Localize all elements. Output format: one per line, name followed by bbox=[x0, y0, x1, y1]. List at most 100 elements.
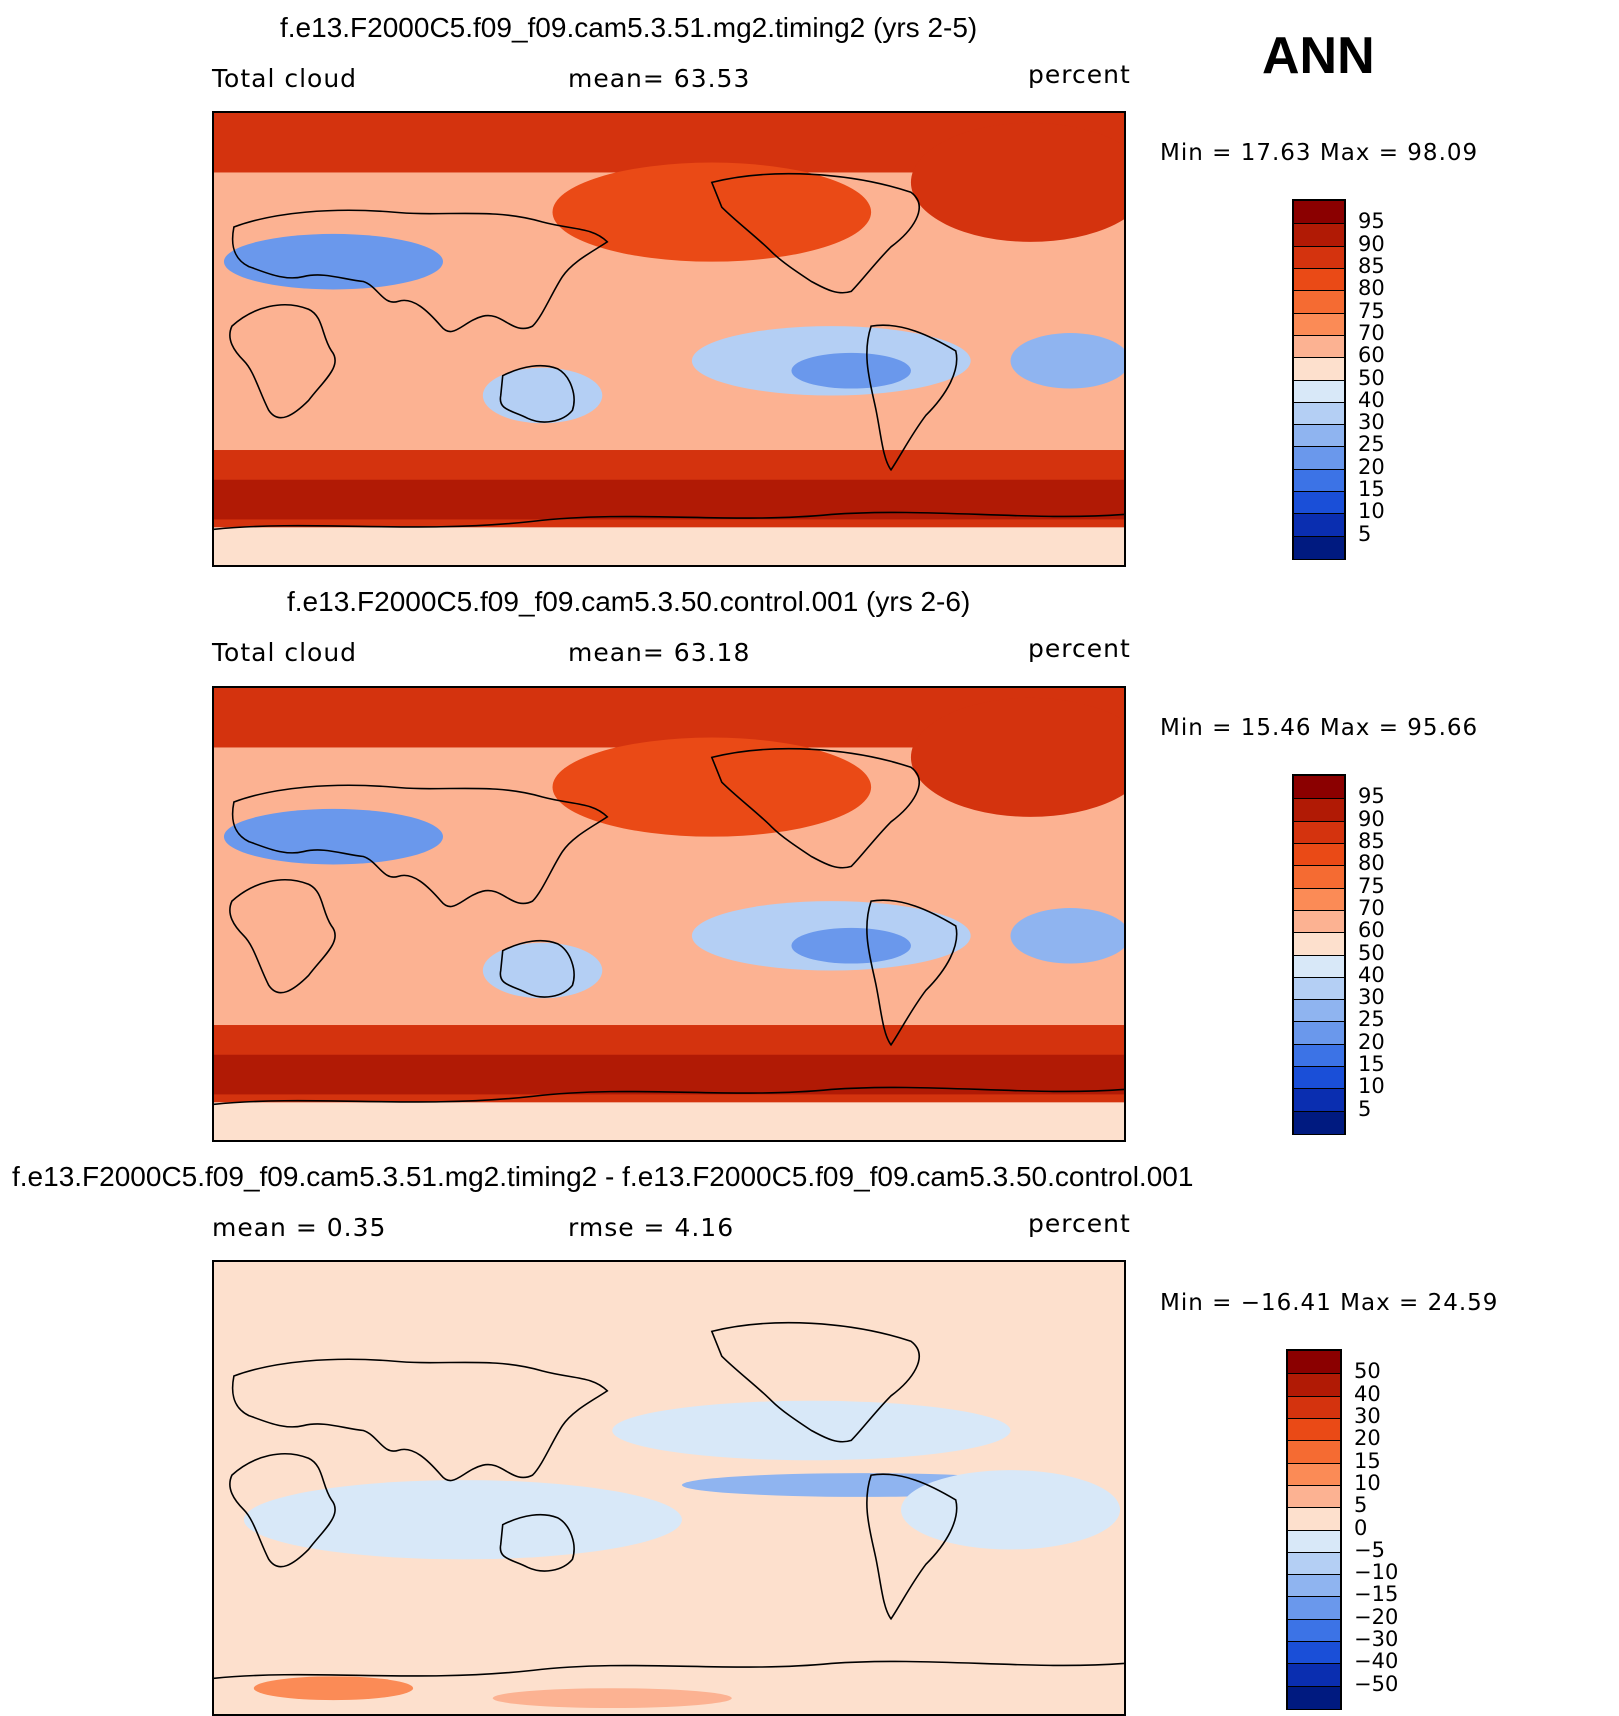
colorbar-tick-label: 30 bbox=[1358, 985, 1385, 1010]
coastline bbox=[866, 324, 958, 472]
panel-1-map-svg bbox=[214, 113, 1124, 565]
panel-3-rmse: rmse = 4.16 bbox=[568, 1213, 735, 1242]
field-natlantic bbox=[910, 697, 1124, 817]
coastline bbox=[231, 784, 609, 908]
field-antarctic-diff bbox=[253, 1676, 414, 1701]
panel-1-map bbox=[212, 111, 1126, 567]
coastline bbox=[231, 1358, 609, 1482]
colorbar-tick-label: 70 bbox=[1358, 320, 1385, 345]
panel-2-minmax: Min = 15.46 Max = 95.66 bbox=[1160, 715, 1479, 741]
colorbar-tick-label: 95 bbox=[1358, 784, 1385, 809]
panel-2-variable: Total cloud bbox=[212, 638, 358, 667]
colorbar-swatch bbox=[1294, 1021, 1344, 1045]
panel-2-title: f.e13.F2000C5.f09_f09.cam5.3.50.control.… bbox=[287, 586, 971, 617]
colorbar-swatch bbox=[1294, 954, 1344, 978]
colorbar-tick-label: 40 bbox=[1358, 387, 1385, 412]
coastline bbox=[229, 1452, 336, 1568]
coastline bbox=[866, 1473, 958, 1621]
panel-3-minmax: Min = −16.41 Max = 24.59 bbox=[1160, 1290, 1499, 1316]
colorbar-swatch bbox=[1288, 1685, 1340, 1709]
coastline bbox=[710, 747, 920, 869]
colorbar-tick-label: −40 bbox=[1354, 1649, 1399, 1674]
colorbar-swatch bbox=[1294, 798, 1344, 822]
colorbar-swatch bbox=[1294, 468, 1344, 493]
colorbar-tick-label: 20 bbox=[1358, 1029, 1385, 1054]
colorbar-tick-label: −5 bbox=[1354, 1537, 1385, 1562]
colorbar-tick-label: 75 bbox=[1358, 298, 1385, 323]
colorbar-swatch bbox=[1288, 1351, 1340, 1375]
field-npacific bbox=[552, 737, 872, 837]
colorbar-swatch bbox=[1288, 1574, 1340, 1598]
colorbar-swatch bbox=[1288, 1395, 1340, 1419]
coastline bbox=[710, 1321, 920, 1443]
coastline bbox=[229, 303, 336, 419]
panel-1-mean: mean= 63.53 bbox=[568, 64, 751, 93]
colorbar-swatch bbox=[1294, 865, 1344, 889]
colorbar-swatch bbox=[1294, 976, 1344, 1001]
panel-1-title: f.e13.F2000C5.f09_f09.cam5.3.51.mg2.timi… bbox=[280, 12, 978, 43]
colorbar-swatch bbox=[1288, 1373, 1340, 1397]
panel-1-minmax: Min = 17.63 Max = 98.09 bbox=[1160, 140, 1479, 166]
panel-2-units: percent bbox=[1028, 634, 1131, 663]
coastline bbox=[231, 209, 609, 333]
colorbar-tick-label: 30 bbox=[1358, 410, 1385, 435]
colorbar-tick-label: 60 bbox=[1358, 343, 1385, 368]
colorbar-swatch bbox=[1288, 1440, 1340, 1464]
field-satlantic bbox=[1010, 908, 1124, 964]
colorbar-tick-label: 25 bbox=[1358, 1007, 1385, 1032]
colorbar-tick-label: 40 bbox=[1354, 1381, 1381, 1406]
colorbar-tick-label: 5 bbox=[1358, 521, 1372, 546]
colorbar-tick-label: 95 bbox=[1358, 209, 1385, 234]
field-satlantic bbox=[900, 1470, 1121, 1550]
panel-3-map bbox=[212, 1260, 1126, 1716]
colorbar-swatch bbox=[1294, 424, 1344, 448]
panel-3-map-svg bbox=[214, 1262, 1124, 1714]
colorbar-tick-label: 80 bbox=[1358, 276, 1385, 301]
colorbar-swatch bbox=[1288, 1641, 1340, 1665]
field-storm-track bbox=[214, 479, 1124, 520]
colorbar-swatch bbox=[1294, 290, 1344, 314]
colorbar-tick-label: 10 bbox=[1358, 499, 1385, 524]
colorbar-swatch bbox=[1288, 1529, 1340, 1553]
field-npacific bbox=[552, 162, 872, 262]
colorbar-swatch bbox=[1294, 357, 1344, 381]
colorbar-tick-label: 50 bbox=[1358, 365, 1385, 390]
colorbar-swatch bbox=[1288, 1663, 1340, 1687]
colorbar-tick-label: 20 bbox=[1354, 1426, 1381, 1451]
field-stratocu bbox=[791, 927, 911, 964]
colorbar-swatch bbox=[1294, 887, 1344, 911]
field-satlantic bbox=[1010, 333, 1124, 389]
colorbar-swatch bbox=[1288, 1507, 1340, 1531]
colorbar-tick-label: −15 bbox=[1354, 1582, 1399, 1607]
coastline bbox=[499, 364, 575, 423]
field-antarctic-diff-2 bbox=[492, 1688, 732, 1709]
colorbar-tick-label: 20 bbox=[1358, 454, 1385, 479]
coastline bbox=[229, 878, 336, 994]
coastline bbox=[214, 1660, 1124, 1680]
colorbar-swatch bbox=[1294, 312, 1344, 336]
colorbar-tick-label: 60 bbox=[1358, 918, 1385, 943]
colorbar-swatch bbox=[1294, 776, 1344, 800]
colorbar-swatch bbox=[1294, 491, 1344, 515]
field-natlantic bbox=[910, 122, 1124, 242]
field-sahara bbox=[223, 808, 443, 865]
colorbar-tick-label: 90 bbox=[1358, 806, 1385, 831]
colorbar-tick-label: 80 bbox=[1358, 851, 1385, 876]
colorbar-swatch bbox=[1294, 1066, 1344, 1090]
colorbar-tick-label: 90 bbox=[1358, 231, 1385, 256]
colorbar-tick-label: 30 bbox=[1354, 1403, 1381, 1428]
colorbar-tick-label: 0 bbox=[1354, 1515, 1368, 1540]
coastline bbox=[214, 511, 1124, 531]
season-label: ANN bbox=[1262, 27, 1375, 85]
coastline bbox=[866, 899, 958, 1047]
field-antarctica bbox=[214, 527, 1124, 565]
colorbar-tick-label: 40 bbox=[1358, 962, 1385, 987]
colorbar-tick-label: 10 bbox=[1354, 1470, 1381, 1495]
colorbar-tick-label: 15 bbox=[1354, 1448, 1381, 1473]
colorbar-swatch bbox=[1294, 446, 1344, 470]
colorbar-tick-label: 5 bbox=[1354, 1493, 1368, 1518]
colorbar-swatch bbox=[1294, 245, 1344, 269]
colorbar-swatch bbox=[1294, 932, 1344, 956]
colorbar-swatch bbox=[1288, 1596, 1340, 1620]
colorbar-swatch bbox=[1288, 1551, 1340, 1576]
